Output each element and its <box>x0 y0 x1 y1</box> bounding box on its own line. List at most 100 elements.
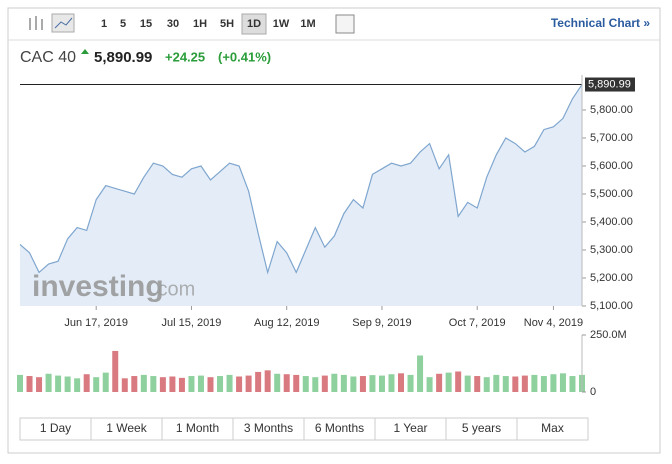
range-label[interactable]: 3 Months <box>244 421 293 435</box>
volume-bar <box>398 373 405 392</box>
interval-button[interactable]: 1 <box>101 18 107 30</box>
active-interval-bg <box>241 13 267 35</box>
interval-button[interactable]: 15 <box>140 18 152 30</box>
up-arrow <box>81 49 89 54</box>
volume-bar <box>426 377 433 392</box>
volume-bar <box>226 374 233 392</box>
volume-bar <box>455 371 462 392</box>
volume-bar <box>112 350 119 392</box>
volume-bar <box>550 374 557 392</box>
last-price-box <box>585 77 635 92</box>
volume-bar <box>74 378 81 392</box>
range-label[interactable]: Max <box>541 421 564 435</box>
interval-button[interactable]: 1M <box>300 18 315 30</box>
volume-bar <box>283 374 290 392</box>
volume-bar <box>36 377 43 392</box>
range-button[interactable] <box>516 417 589 441</box>
volume-bar <box>197 375 204 392</box>
volume-tick-label: 250.0M <box>590 329 627 341</box>
interval-button[interactable]: 1W <box>273 18 290 30</box>
volume-bar <box>378 375 385 392</box>
volume-bar <box>521 375 528 392</box>
volume-bar <box>45 373 52 392</box>
volume-bar <box>540 376 547 392</box>
watermark-suffix: .com <box>152 278 195 300</box>
price-area <box>20 84 582 306</box>
line-icon-glyph <box>54 17 73 29</box>
range-label[interactable]: 6 Months <box>315 421 364 435</box>
volume-bar <box>388 374 395 392</box>
volume-bar <box>331 373 338 392</box>
volume-bar <box>350 376 357 392</box>
volume-bar <box>512 376 519 392</box>
price-line <box>19 84 583 275</box>
technical-chart-link[interactable]: Technical Chart » <box>551 16 650 30</box>
volume-bar <box>83 374 90 392</box>
volume-bar <box>188 376 195 392</box>
settings-icon[interactable] <box>335 14 355 34</box>
volume-bar <box>464 375 471 392</box>
volume-bar <box>436 373 443 392</box>
x-tick-label: Aug 12, 2019 <box>254 317 319 329</box>
volume-bar <box>255 371 262 392</box>
volume-bar <box>55 375 62 392</box>
x-tick-label: Jul 15, 2019 <box>161 317 221 329</box>
volume-bar <box>369 375 376 392</box>
watermark: investing <box>32 270 164 303</box>
volume-bar <box>417 355 424 392</box>
volume-bar <box>169 376 176 392</box>
interval-button[interactable]: 1H <box>193 18 207 30</box>
candle-icon[interactable] <box>29 16 43 30</box>
volume-bar <box>102 372 109 392</box>
volume-bar <box>26 376 33 392</box>
volume-bar <box>64 376 71 392</box>
volume-bar <box>531 374 538 392</box>
change-pct: (+0.41%) <box>218 49 271 64</box>
y-tick-label: 5,800.00 <box>590 104 633 116</box>
volume-bar <box>407 374 414 392</box>
interval-button[interactable]: 5 <box>120 18 126 30</box>
volume-bar <box>445 372 452 392</box>
interval-button[interactable]: 30 <box>167 18 179 30</box>
volume-bar <box>493 374 500 392</box>
y-tick-label: 5,300.00 <box>590 244 633 256</box>
price: 5,890.99 <box>94 49 152 66</box>
volume-bar <box>340 374 347 392</box>
volume-bar <box>207 377 214 392</box>
volume-bar <box>264 370 271 392</box>
volume-bar <box>140 374 147 392</box>
volume-bar <box>93 377 100 392</box>
range-label[interactable]: 1 Month <box>176 421 219 435</box>
x-tick-label: Sep 9, 2019 <box>352 317 411 329</box>
y-tick-label: 5,200.00 <box>590 272 633 284</box>
volume-bar <box>17 374 23 392</box>
volume-bar <box>217 376 224 392</box>
y-tick-label: 5,400.00 <box>590 216 633 228</box>
volume-bar <box>159 377 166 392</box>
interval-button[interactable]: 1D <box>247 18 261 30</box>
interval-button[interactable]: 5H <box>220 18 234 30</box>
volume-bar <box>312 377 319 392</box>
x-tick-label: Nov 4, 2019 <box>524 317 583 329</box>
range-label[interactable]: 5 years <box>462 421 501 435</box>
volume-bar <box>321 375 328 392</box>
volume-bar <box>245 375 252 392</box>
y-tick-label: 5,700.00 <box>590 132 633 144</box>
range-label[interactable]: 1 Week <box>106 421 147 435</box>
range-label[interactable]: 1 Year <box>393 421 427 435</box>
x-tick-label: Jun 17, 2019 <box>64 317 128 329</box>
volume-bar <box>569 376 576 392</box>
volume-bar <box>559 373 566 392</box>
y-tick-label: 5,100.00 <box>590 300 633 312</box>
last-price-label: 5,890.99 <box>588 78 631 90</box>
volume-bar <box>274 373 281 392</box>
volume-bar <box>236 376 243 392</box>
volume-bar <box>293 374 300 392</box>
volume-bar <box>502 376 509 392</box>
volume-bar <box>150 376 157 392</box>
volume-bar <box>359 376 366 392</box>
volume-bar <box>131 376 138 392</box>
symbol: CAC 40 <box>20 49 76 66</box>
range-label[interactable]: 1 Day <box>40 421 71 435</box>
